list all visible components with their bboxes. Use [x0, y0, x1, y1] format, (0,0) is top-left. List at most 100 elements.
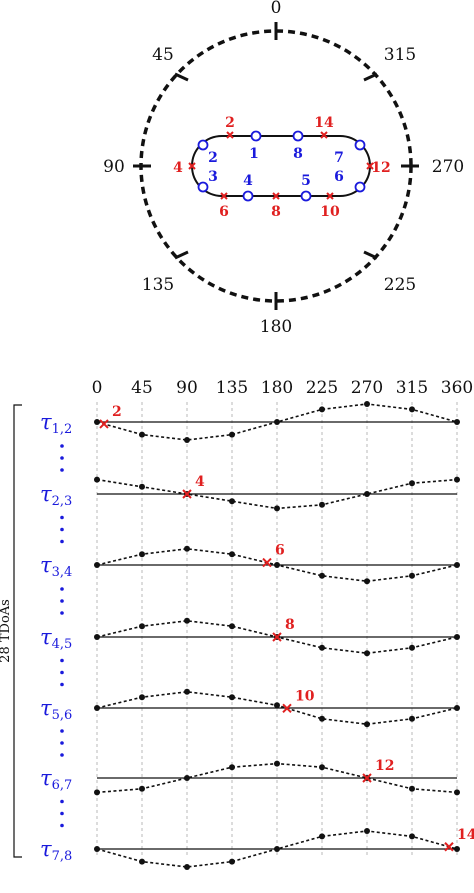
- x-tick-45: 45: [131, 378, 153, 398]
- data-point-90: [184, 437, 190, 443]
- data-point-360: [454, 562, 460, 568]
- bracket-line: [13, 404, 22, 858]
- x-tick-135: 135: [216, 378, 248, 398]
- angle-label-225: 225: [384, 275, 416, 295]
- tdoa-row-7-8: 14 τ7,8: [40, 827, 474, 870]
- data-point-270: [364, 828, 370, 834]
- data-point-45: [139, 785, 145, 792]
- mic-6: [354, 181, 366, 193]
- x-grid: [96, 402, 458, 857]
- data-point-225: [319, 644, 325, 651]
- tick-45: [174, 72, 189, 82]
- tdoa-row-3-4: 6 τ3,4: [40, 543, 460, 585]
- left-bracket: 28 TDoAs: [0, 404, 22, 858]
- data-point-45: [139, 431, 145, 438]
- data-point-135: [229, 431, 235, 438]
- mic-label-6: 6: [334, 169, 344, 185]
- data-point-225: [319, 833, 325, 840]
- data-point-270: [364, 401, 370, 407]
- data-point-135: [229, 764, 235, 771]
- crossing-label: 4: [195, 474, 205, 490]
- data-point-45: [139, 623, 145, 630]
- vertical-dots: [60, 444, 64, 828]
- data-point-315: [409, 480, 415, 487]
- data-point-180: [274, 846, 280, 852]
- data-point-90: [184, 688, 190, 695]
- data-point-315: [409, 715, 415, 722]
- data-point-0: [94, 476, 100, 483]
- vdot: [60, 658, 64, 663]
- zero-crossing-marker: [444, 842, 454, 852]
- x-tick-360: 360: [441, 378, 473, 398]
- data-point-270: [364, 578, 370, 585]
- data-point-0: [94, 846, 100, 852]
- mic-label-2: 2: [208, 150, 218, 166]
- vdot: [60, 682, 64, 687]
- cross-point-12: [366, 162, 374, 170]
- crossing-label: 8: [285, 617, 295, 633]
- zero-crossing-marker: [362, 773, 372, 783]
- data-point-360: [454, 476, 460, 483]
- data-point-360: [454, 789, 460, 796]
- cross-label-10: 10: [320, 204, 340, 220]
- tdoa-label: τ5,6: [40, 696, 72, 723]
- vdot: [60, 539, 64, 544]
- mic-5: [300, 190, 312, 202]
- vdot: [60, 741, 64, 745]
- data-point-135: [229, 623, 235, 630]
- mic-label-7: 7: [334, 150, 344, 166]
- data-point-45: [139, 858, 145, 865]
- crossing-label: 10: [295, 688, 315, 704]
- data-point-360: [454, 846, 460, 852]
- cross-label-6: 6: [219, 204, 229, 220]
- x-tick-labels: 0 45 90 135 180 225 270 315 360: [92, 378, 474, 398]
- data-point-45: [139, 483, 145, 490]
- cross-point-4: [188, 162, 196, 170]
- vdot: [60, 587, 64, 591]
- vdot: [60, 823, 64, 828]
- vdot: [60, 599, 64, 603]
- data-point-90: [184, 617, 190, 624]
- tdoa-label: τ3,4: [40, 553, 72, 580]
- bracket-label: 28 TDoAs: [0, 599, 13, 663]
- vdot: [60, 515, 64, 520]
- zero-crossing-marker: [262, 557, 272, 568]
- data-point-180: [274, 505, 280, 512]
- tick-135: [174, 250, 189, 260]
- tdoa-row-5-6: 10 τ5,6: [40, 688, 460, 728]
- data-point-90: [184, 864, 190, 870]
- tdoa-label-subscript: 2,3: [52, 494, 73, 509]
- data-point-270: [364, 491, 370, 497]
- tdoa-rows: 2 τ1,2 4 τ2,3 6 τ3,4 8 τ4,5 10 τ5,6 12 τ6,7 14 τ7,8: [40, 401, 474, 870]
- crossing-label: 2: [112, 404, 122, 420]
- angle-label-0: 0: [271, 0, 282, 18]
- vdot: [60, 753, 64, 757]
- tick-225: [363, 250, 378, 260]
- data-point-0: [94, 419, 100, 425]
- crossing-label: 14: [457, 827, 474, 843]
- data-point-315: [409, 833, 415, 840]
- cross-point-14: [320, 131, 328, 139]
- x-tick-270: 270: [351, 378, 383, 398]
- cross-label-8: 8: [271, 204, 281, 220]
- cross-label-2: 2: [225, 115, 235, 131]
- mic-label-4: 4: [243, 173, 253, 189]
- zero-crossing-marker: [282, 703, 292, 714]
- data-point-180: [274, 419, 280, 425]
- tdoa-row-6-7: 12 τ6,7: [40, 758, 460, 796]
- data-point-45: [139, 694, 145, 701]
- vdot: [60, 811, 64, 816]
- data-point-0: [94, 562, 100, 568]
- vdot: [60, 456, 64, 460]
- polar-crosses: [188, 131, 374, 200]
- angle-label-90: 90: [103, 157, 125, 177]
- mic-3: [197, 181, 209, 193]
- data-point-180: [274, 702, 280, 709]
- data-point-90: [184, 545, 190, 552]
- x-tick-180: 180: [261, 378, 293, 398]
- tdoa-label-subscript: 6,7: [52, 778, 73, 793]
- data-point-315: [409, 406, 415, 413]
- data-point-225: [319, 764, 325, 771]
- vdot: [60, 729, 64, 733]
- mic-label-5: 5: [301, 173, 311, 189]
